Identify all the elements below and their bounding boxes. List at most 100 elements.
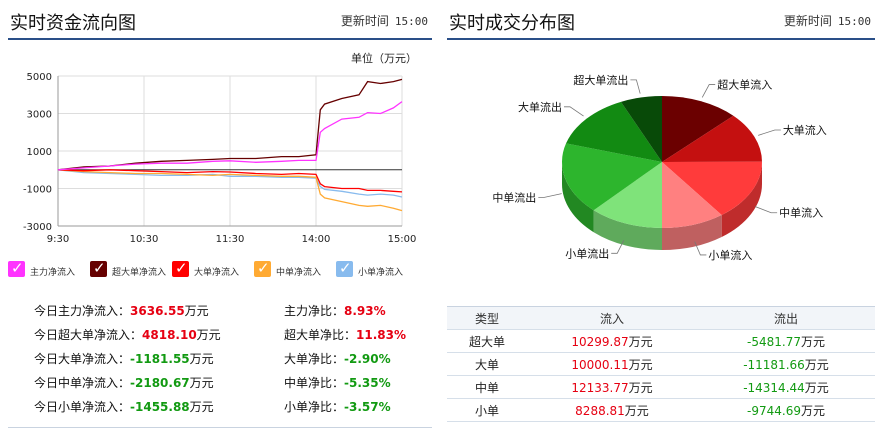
unit-label: 万元 (800, 403, 825, 418)
unit-label: 万元 (800, 334, 825, 349)
unit-label: 万元 (628, 334, 653, 349)
chart-legend: ✓ 主力净流入 ✓ 超大单净流入 ✓ 大单净流入 ✓ 中单净流入 ✓ 小单净流入 (8, 259, 432, 281)
inflow-value: 10000.11 (571, 357, 629, 372)
stat-unit: 万元 (184, 304, 209, 318)
pie-slice-label: 小单流入 (708, 248, 752, 262)
header-outflow: 流出 (697, 306, 875, 330)
row-inflow: 10000.11万元 (527, 352, 697, 376)
flow-table-row: 大单 10000.11万元 -11181.66万元 (447, 352, 875, 376)
inflow-value: 10299.87 (571, 334, 629, 349)
ratio-label: 超大单净比： (284, 328, 357, 342)
check-icon: ✓ (11, 259, 24, 277)
pie-label-leader (754, 206, 778, 214)
unit-label: 万元 (624, 403, 649, 418)
pie-slice[interactable] (593, 162, 662, 228)
pie-slice[interactable] (566, 101, 662, 162)
legend-label: 中单净流入 (276, 268, 322, 278)
row-outflow: -5481.77万元 (697, 329, 875, 353)
title-underline (447, 38, 875, 40)
flow-table-row: 小单 8288.81万元 -9744.69万元 (447, 398, 875, 422)
outflow-value: -5481.77 (747, 334, 801, 349)
outflow-value: -11181.66 (743, 357, 805, 372)
pie-label-leader (538, 193, 562, 198)
pie-slice[interactable] (562, 143, 662, 211)
pie-slice-side (662, 214, 722, 250)
net-ratio-stat: 中单净比：-5.35% (284, 374, 391, 391)
pie-slice-label: 中单流出 (492, 190, 536, 204)
stat-row: 今日超大单净流入：4818.10万元 超大单净比：11.83% (8, 326, 432, 346)
stat-row: 今日大单净流入：-1181.55万元 大单净比：-2.90% (8, 350, 432, 370)
net-ratio-stat: 大单净比：-2.90% (284, 350, 391, 367)
flow-table-header: 类型 流入 流出 (447, 306, 875, 330)
net-inflow-stat: 今日大单净流入：-1181.55万元 (34, 350, 214, 367)
series-line-小单净流入 (57, 169, 403, 198)
pie-slice-side (562, 162, 594, 233)
legend-label: 超大单净流入 (112, 268, 167, 278)
ratio-value: 8.93% (344, 304, 386, 318)
stat-unit: 万元 (189, 376, 214, 390)
check-icon: ✓ (175, 259, 188, 277)
stat-row: 今日主力净流入：3636.55万元 主力净比：8.93% (8, 302, 432, 322)
flow-table-row: 超大单 10299.87万元 -5481.77万元 (447, 329, 875, 353)
outflow-value: -14314.44 (743, 380, 805, 395)
fund-flow-panel: 实时资金流向图 更新时间 15:00 单位（万元） 5000 3000 1000 -10… (8, 0, 432, 431)
pie-slice-label: 超大单流入 (717, 78, 772, 92)
pie-slice-label: 中单流入 (779, 206, 823, 220)
pie-slice[interactable] (662, 161, 762, 215)
pie-slice-label: 超大单流出 (573, 73, 628, 87)
legend-checkbox[interactable]: ✓ (8, 259, 25, 277)
y-tick-label: -3000 (23, 222, 52, 233)
net-ratio-stat: 小单净比：-3.57% (284, 398, 391, 415)
unit-label: 万元 (628, 357, 653, 372)
row-type: 小单 (447, 398, 527, 422)
legend-checkbox[interactable]: ✓ (336, 259, 353, 277)
check-icon: ✓ (257, 259, 270, 277)
stat-row: 今日中单净流入：-2180.67万元 中单净比：-5.35% (8, 374, 432, 394)
x-tick-label: 14:00 (302, 234, 331, 245)
fund-flow-update: 更新时间 15:00 (341, 12, 428, 29)
series-line-中单净流入 (57, 169, 403, 212)
legend-checkbox[interactable]: ✓ (254, 259, 271, 277)
stat-label: 今日中单净流入： (34, 376, 131, 390)
stat-value: 3636.55 (130, 304, 185, 318)
header-inflow: 流入 (527, 306, 697, 330)
pie-label-leader (564, 106, 584, 117)
net-inflow-stat: 今日小单净流入：-1455.88万元 (34, 398, 214, 415)
x-tick-label: 15:00 (388, 234, 417, 245)
row-inflow: 8288.81万元 (527, 398, 697, 422)
x-tick-label: 10:30 (130, 234, 159, 245)
series-line-大单净流入 (57, 169, 403, 193)
pie-slice[interactable] (662, 96, 734, 162)
pie-slice[interactable] (662, 115, 762, 162)
title-underline (8, 38, 432, 40)
net-inflow-stat: 今日超大单净流入：4818.10万元 (34, 326, 221, 343)
trade-distribution-title: 实时成交分布图 (449, 13, 575, 34)
stat-value: 4818.10 (142, 328, 197, 342)
legend-checkbox[interactable]: ✓ (90, 260, 107, 277)
pie-slice-side (721, 162, 762, 237)
stat-value: -2180.67 (130, 376, 190, 390)
inflow-value: 8288.81 (575, 403, 625, 418)
stat-unit: 万元 (189, 352, 214, 366)
stat-label: 今日主力净流入： (34, 304, 131, 318)
legend-checkbox[interactable]: ✓ (172, 259, 189, 277)
pie-label-leader (694, 241, 707, 256)
ratio-value: 11.83% (356, 328, 406, 342)
row-inflow: 12133.77万元 (527, 375, 697, 399)
pie-label-leader (701, 84, 716, 98)
pie-slice-side (593, 210, 662, 250)
pie-slice[interactable] (620, 96, 662, 162)
series-line-超大单净流入 (57, 78, 403, 171)
ratio-value: -5.35% (344, 376, 391, 390)
stat-value: -1455.88 (130, 400, 190, 414)
stat-label: 今日小单净流入： (34, 400, 131, 414)
stat-label: 今日超大单净流入： (34, 328, 143, 342)
pie-label-leader (611, 240, 625, 254)
check-icon: ✓ (339, 259, 352, 277)
y-tick-label: 5000 (27, 72, 52, 83)
chart-unit-label: 单位（万元） (351, 51, 417, 65)
y-tick-label: 3000 (27, 110, 52, 121)
ratio-value: -2.90% (344, 352, 391, 366)
pie-slice[interactable] (662, 162, 722, 228)
